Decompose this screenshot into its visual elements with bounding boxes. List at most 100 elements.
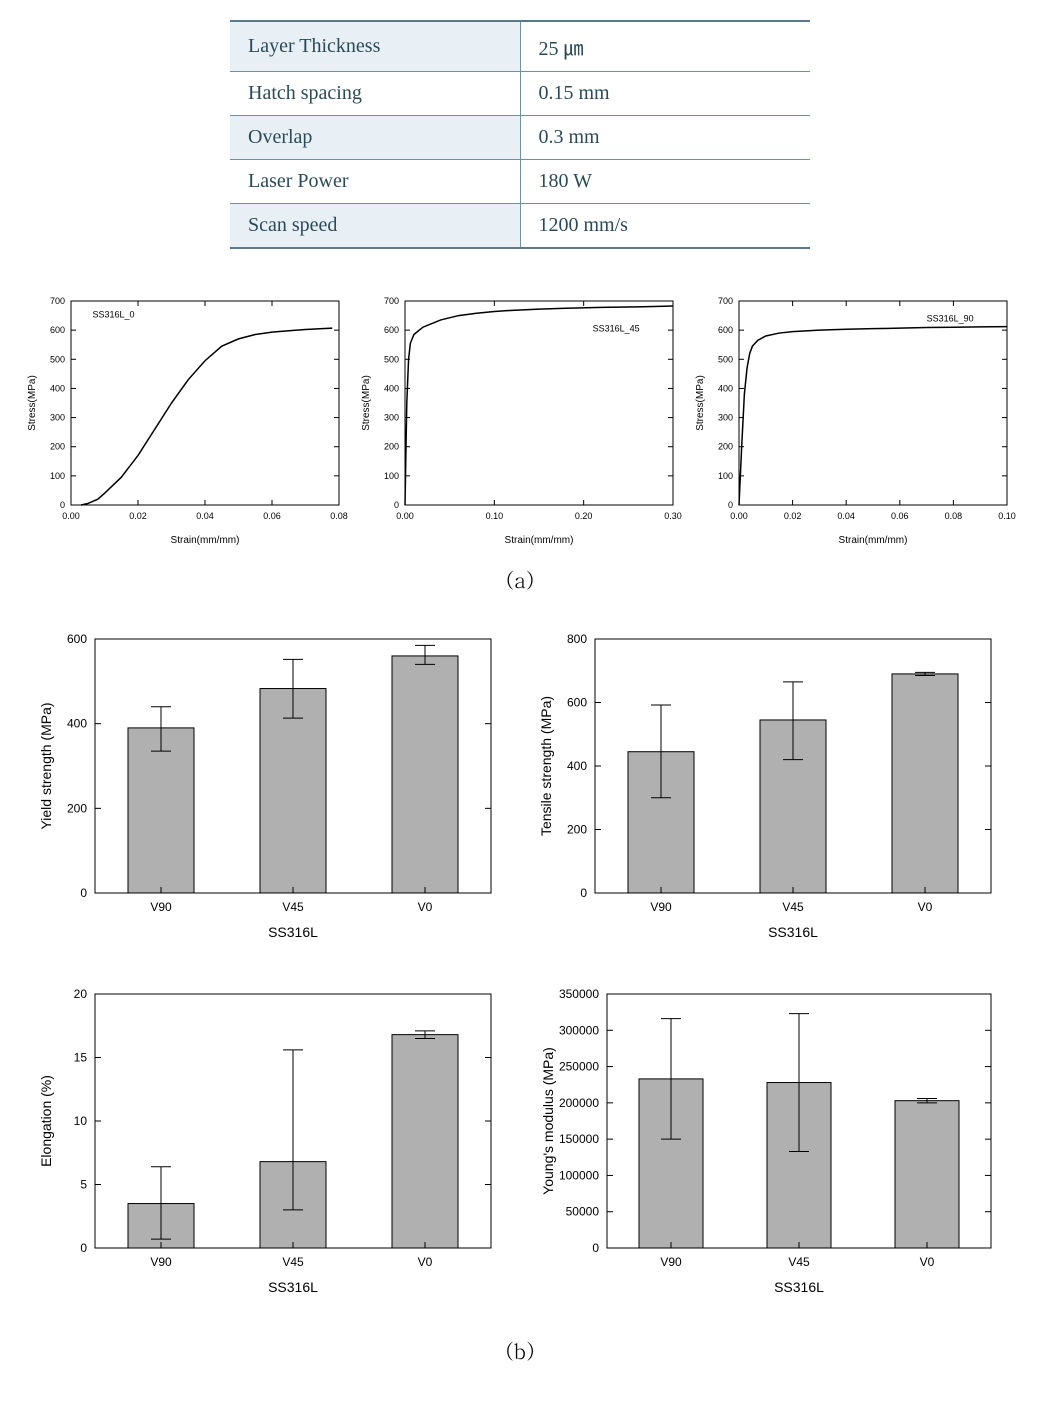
svg-text:400: 400 bbox=[50, 383, 65, 393]
svg-text:0.10: 0.10 bbox=[998, 511, 1016, 521]
svg-text:600: 600 bbox=[50, 325, 65, 335]
svg-text:0: 0 bbox=[394, 500, 399, 510]
svg-text:0.02: 0.02 bbox=[784, 511, 802, 521]
svg-text:250000: 250000 bbox=[559, 1060, 599, 1074]
svg-text:0.00: 0.00 bbox=[730, 511, 748, 521]
param-table: Layer Thickness25 ㎛Hatch spacing0.15 mmO… bbox=[230, 20, 810, 249]
svg-text:V90: V90 bbox=[150, 900, 172, 914]
svg-text:200: 200 bbox=[67, 801, 87, 815]
stress-strain-chart: 01002003004005006007000.000.020.040.060.… bbox=[691, 289, 1017, 549]
svg-text:400: 400 bbox=[384, 383, 399, 393]
svg-text:0.08: 0.08 bbox=[330, 511, 348, 521]
svg-text:SS316L: SS316L bbox=[268, 924, 318, 940]
svg-text:Elongation (%): Elongation (%) bbox=[38, 1075, 54, 1167]
svg-text:V0: V0 bbox=[418, 900, 433, 914]
svg-text:500: 500 bbox=[50, 354, 65, 364]
svg-text:Yield strength (MPa): Yield strength (MPa) bbox=[38, 702, 54, 829]
svg-text:300000: 300000 bbox=[559, 1023, 599, 1037]
svg-text:V0: V0 bbox=[918, 900, 933, 914]
svg-text:500: 500 bbox=[384, 354, 399, 364]
svg-text:200: 200 bbox=[567, 823, 587, 837]
svg-text:0: 0 bbox=[592, 1241, 599, 1255]
svg-text:100: 100 bbox=[718, 471, 733, 481]
svg-text:100: 100 bbox=[384, 471, 399, 481]
svg-text:0.04: 0.04 bbox=[837, 511, 855, 521]
svg-text:600: 600 bbox=[567, 696, 587, 710]
svg-text:V0: V0 bbox=[418, 1255, 433, 1269]
svg-text:800: 800 bbox=[567, 632, 587, 646]
table-row: Scan speed1200 mm/s bbox=[230, 204, 810, 249]
param-value: 1200 mm/s bbox=[520, 204, 810, 249]
svg-text:600: 600 bbox=[718, 325, 733, 335]
svg-text:V45: V45 bbox=[782, 900, 804, 914]
svg-text:V0: V0 bbox=[920, 1255, 935, 1269]
param-value: 0.15 mm bbox=[520, 72, 810, 116]
svg-text:0: 0 bbox=[80, 886, 87, 900]
svg-text:700: 700 bbox=[384, 296, 399, 306]
stress-strain-row: 0 100 200 300 400 500 600 700 0.00 0.02 0.04 0.06 0.… bbox=[20, 289, 1020, 554]
svg-text:SS316L_45: SS316L_45 bbox=[593, 324, 640, 334]
svg-text:350000: 350000 bbox=[559, 987, 599, 1001]
svg-text:V45: V45 bbox=[282, 1255, 304, 1269]
svg-text:0.10: 0.10 bbox=[486, 511, 504, 521]
bar-chart: 05101520V90V45V0SS316LElongation (%) bbox=[35, 980, 505, 1300]
svg-text:300: 300 bbox=[384, 413, 399, 423]
svg-text:300: 300 bbox=[50, 413, 65, 423]
param-value: 25 ㎛ bbox=[520, 21, 810, 72]
svg-text:0.00: 0.00 bbox=[396, 511, 414, 521]
svg-text:400: 400 bbox=[567, 759, 587, 773]
svg-text:V90: V90 bbox=[650, 900, 672, 914]
svg-text:700: 700 bbox=[718, 296, 733, 306]
param-label: Hatch spacing bbox=[230, 72, 520, 116]
svg-text:700: 700 bbox=[50, 296, 65, 306]
svg-text:0.04: 0.04 bbox=[196, 511, 214, 521]
bar-chart: 0 200 400 600 V90 V45 V0 SS316L Yield strength (… bbox=[35, 625, 505, 945]
svg-text:200: 200 bbox=[50, 442, 65, 452]
svg-text:400: 400 bbox=[718, 383, 733, 393]
svg-text:500: 500 bbox=[718, 354, 733, 364]
svg-text:50000: 50000 bbox=[566, 1205, 600, 1219]
svg-text:SS316L: SS316L bbox=[268, 1279, 318, 1295]
svg-text:0: 0 bbox=[60, 500, 65, 510]
table-row: Hatch spacing0.15 mm bbox=[230, 72, 810, 116]
table-row: Layer Thickness25 ㎛ bbox=[230, 21, 810, 72]
svg-text:Stress(MPa): Stress(MPa) bbox=[695, 375, 706, 431]
svg-text:600: 600 bbox=[67, 632, 87, 646]
svg-text:SS316L: SS316L bbox=[774, 1279, 824, 1295]
svg-text:200: 200 bbox=[718, 442, 733, 452]
bar-chart-grid: 0 200 400 600 V90 V45 V0 SS316L Yield strength (… bbox=[20, 625, 1020, 1305]
svg-text:0.06: 0.06 bbox=[891, 511, 909, 521]
svg-text:0: 0 bbox=[580, 886, 587, 900]
svg-text:600: 600 bbox=[384, 325, 399, 335]
param-label: Scan speed bbox=[230, 204, 520, 249]
caption-b: (b) bbox=[20, 1335, 1020, 1366]
param-value: 0.3 mm bbox=[520, 116, 810, 160]
svg-text:Stress(MPa): Stress(MPa) bbox=[27, 375, 38, 431]
svg-text:V90: V90 bbox=[150, 1255, 172, 1269]
svg-text:300: 300 bbox=[718, 413, 733, 423]
svg-text:0.00: 0.00 bbox=[62, 511, 80, 521]
svg-text:200000: 200000 bbox=[559, 1096, 599, 1110]
svg-text:10: 10 bbox=[74, 1114, 88, 1128]
svg-text:0.20: 0.20 bbox=[575, 511, 593, 521]
svg-text:SS316L: SS316L bbox=[768, 924, 818, 940]
svg-text:Strain(mm/mm): Strain(mm/mm) bbox=[171, 535, 240, 546]
stress-strain-chart: 01002003004005006007000.000.100.200.30St… bbox=[357, 289, 683, 549]
param-value: 180 W bbox=[520, 160, 810, 204]
bar-chart: 0500001000001500002000002500003000003500… bbox=[535, 980, 1005, 1300]
svg-text:5: 5 bbox=[80, 1178, 87, 1192]
svg-text:0.06: 0.06 bbox=[263, 511, 281, 521]
svg-text:SS316L_0: SS316L_0 bbox=[92, 309, 134, 319]
svg-text:Tensile strength (MPa): Tensile strength (MPa) bbox=[538, 696, 554, 836]
svg-text:0.30: 0.30 bbox=[664, 511, 682, 521]
svg-text:V45: V45 bbox=[282, 900, 304, 914]
svg-text:Strain(mm/mm): Strain(mm/mm) bbox=[505, 535, 574, 546]
svg-text:SS316L_90: SS316L_90 bbox=[927, 313, 974, 323]
bar-chart: 0 200 400 600 800 V90 V45 V0 SS316L Tensile stren… bbox=[535, 625, 1005, 945]
svg-text:0: 0 bbox=[80, 1241, 87, 1255]
param-label: Overlap bbox=[230, 116, 520, 160]
param-label: Laser Power bbox=[230, 160, 520, 204]
svg-text:V45: V45 bbox=[788, 1255, 810, 1269]
svg-text:400: 400 bbox=[67, 717, 87, 731]
svg-text:0.02: 0.02 bbox=[129, 511, 147, 521]
